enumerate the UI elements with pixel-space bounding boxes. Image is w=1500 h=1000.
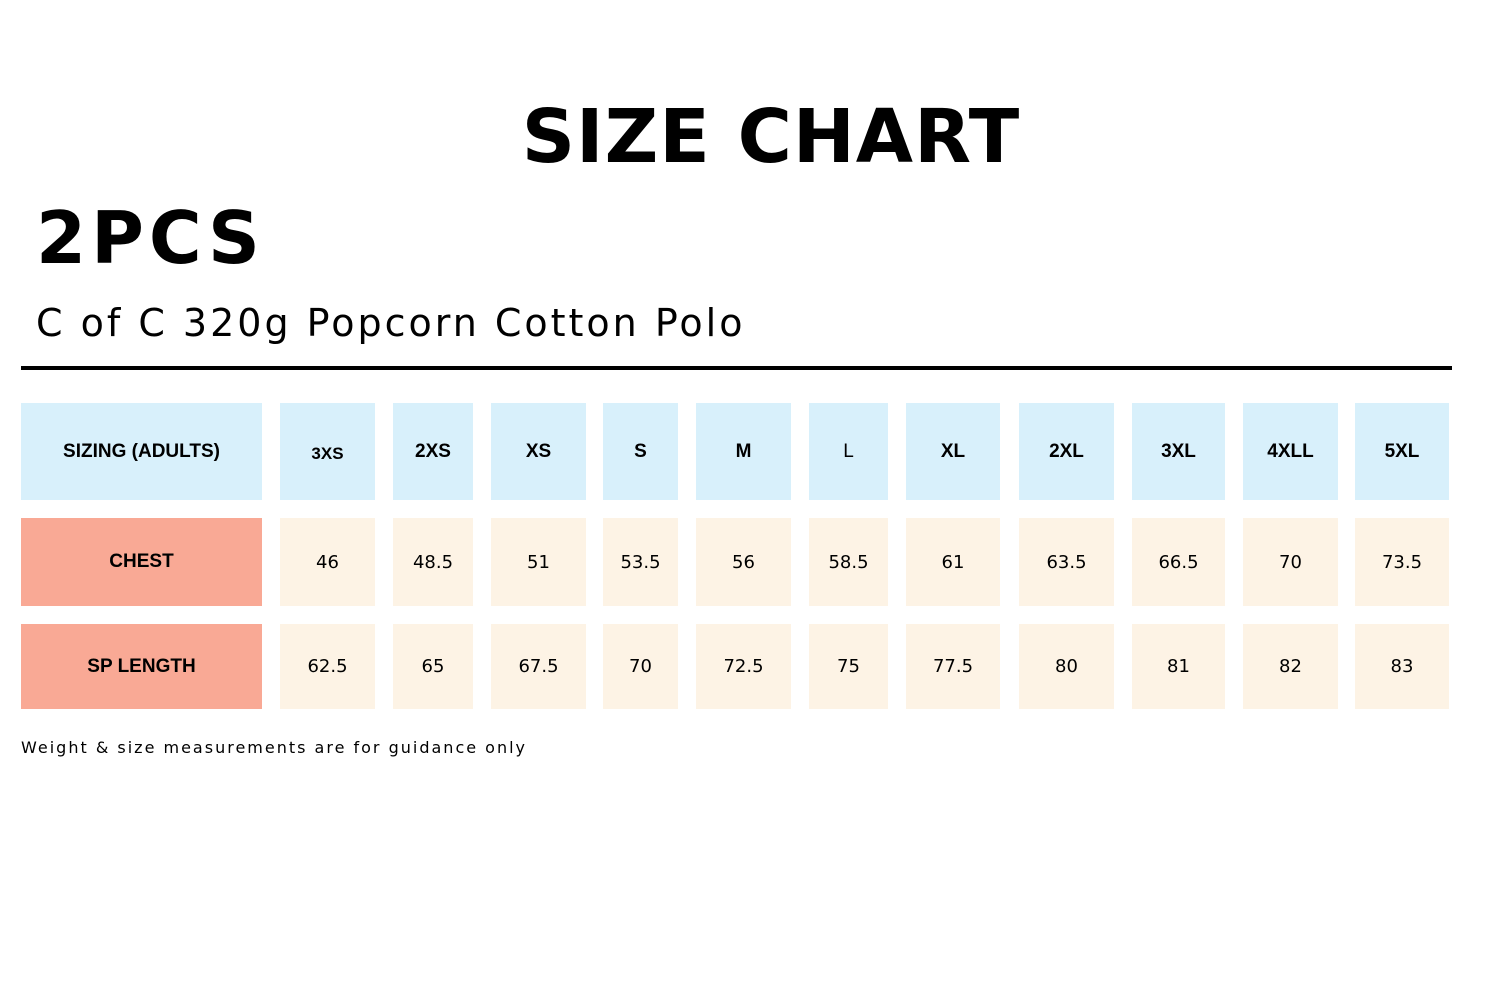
value-cell: 75 bbox=[809, 624, 888, 709]
value-cell: 62.5 bbox=[280, 624, 375, 709]
value-cell: 48.5 bbox=[393, 518, 473, 606]
size-header-cell: XS bbox=[491, 403, 586, 500]
size-header-cell: M bbox=[696, 403, 791, 500]
row-label-cell: SP LENGTH bbox=[21, 624, 262, 709]
value-cell: 65 bbox=[393, 624, 473, 709]
value-cell: 61 bbox=[906, 518, 1000, 606]
product-name: C of C 320g Popcorn Cotton Polo bbox=[36, 301, 746, 345]
pieces-label: 2PCS bbox=[36, 196, 265, 280]
value-cell: 70 bbox=[1243, 518, 1338, 606]
size-header-cell: L bbox=[809, 403, 888, 500]
value-cell: 56 bbox=[696, 518, 791, 606]
value-cell: 53.5 bbox=[603, 518, 678, 606]
divider bbox=[21, 366, 1452, 370]
row-label-cell: CHEST bbox=[21, 518, 262, 606]
size-header-cell: 2XL bbox=[1019, 403, 1114, 500]
size-header-cell: 3XS bbox=[280, 403, 375, 500]
value-cell: 82 bbox=[1243, 624, 1338, 709]
footnote: Weight & size measurements are for guida… bbox=[21, 738, 528, 757]
value-cell: 51 bbox=[491, 518, 586, 606]
value-cell: 67.5 bbox=[491, 624, 586, 709]
value-cell: 66.5 bbox=[1132, 518, 1225, 606]
size-header-cell: 4XLL bbox=[1243, 403, 1338, 500]
size-header-cell: 3XL bbox=[1132, 403, 1225, 500]
size-header-cell: S bbox=[603, 403, 678, 500]
value-cell: 83 bbox=[1355, 624, 1449, 709]
value-cell: 46 bbox=[280, 518, 375, 606]
value-cell: 70 bbox=[603, 624, 678, 709]
size-header-cell: 2XS bbox=[393, 403, 473, 500]
value-cell: 73.5 bbox=[1355, 518, 1449, 606]
page-title: SIZE CHART bbox=[521, 94, 1021, 180]
value-cell: 77.5 bbox=[906, 624, 1000, 709]
value-cell: 63.5 bbox=[1019, 518, 1114, 606]
value-cell: 58.5 bbox=[809, 518, 888, 606]
size-header-cell: 5XL bbox=[1355, 403, 1449, 500]
value-cell: 72.5 bbox=[696, 624, 791, 709]
value-cell: 80 bbox=[1019, 624, 1114, 709]
header-label-cell: SIZING (ADULTS) bbox=[21, 403, 262, 500]
size-header-cell: XL bbox=[906, 403, 1000, 500]
value-cell: 81 bbox=[1132, 624, 1225, 709]
